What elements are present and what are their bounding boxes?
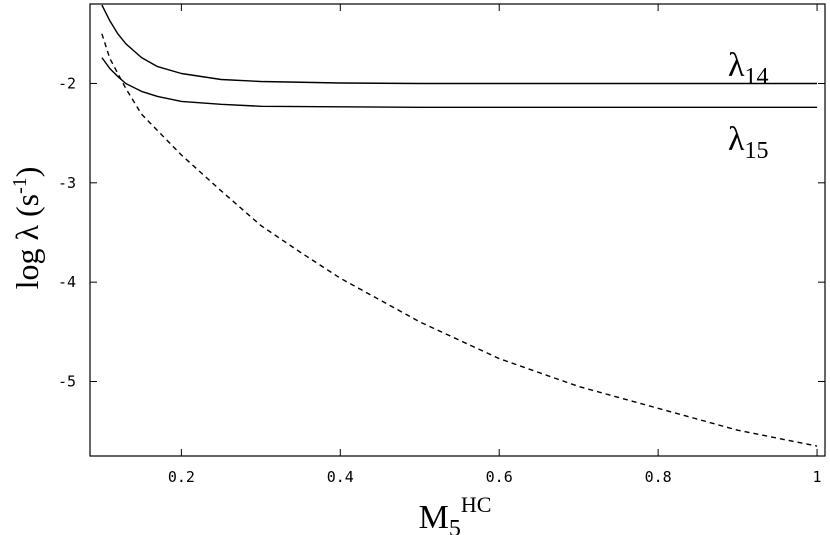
x-tick-label: 0.2: [168, 468, 195, 486]
y-axis-title: log λ (s-1): [9, 167, 45, 290]
series-label-symbol: λ: [728, 47, 745, 84]
series-line-lambda-14: [101, 4, 818, 85]
y-axis-title-sup: -1: [9, 177, 31, 194]
y-tick-label: -5: [58, 372, 76, 390]
series-label-subscript: 15: [745, 138, 769, 164]
series-line-dashed: [101, 33, 818, 447]
plot-frame: [89, 3, 826, 457]
x-tick-label: 1: [813, 468, 822, 486]
series-line-lambda-15: [101, 57, 818, 109]
y-axis-title-open: (s: [9, 194, 45, 225]
x-tick-label: 0.4: [327, 468, 354, 486]
y-axis-title-close: ): [9, 167, 45, 178]
y-tick-label: -3: [58, 174, 76, 192]
y-axis-title-lambda: λ: [9, 225, 45, 241]
series-label-lambda-15: λ15: [728, 121, 769, 164]
y-tick-label: -2: [58, 74, 76, 92]
y-axis-title-prefix: log: [9, 241, 45, 290]
x-axis-title-sub: 5: [449, 516, 461, 535]
series-label-lambda-14: λ14: [728, 47, 769, 90]
ticks-layer: 0.2 0.4 0.6 0.8 1 -2 -3 -4 -5: [58, 4, 825, 486]
series-label-subscript: 14: [745, 64, 769, 90]
x-axis-title-base: M: [419, 499, 449, 535]
x-tick-label: 0.6: [486, 468, 513, 486]
y-tick-label: -4: [58, 273, 76, 291]
x-axis-title-sup: HC: [461, 492, 492, 517]
x-tick-label: 0.8: [645, 468, 672, 486]
series-layer: [101, 4, 818, 447]
series-label-symbol: λ: [728, 121, 745, 158]
x-axis-title: M5HC: [419, 492, 492, 535]
